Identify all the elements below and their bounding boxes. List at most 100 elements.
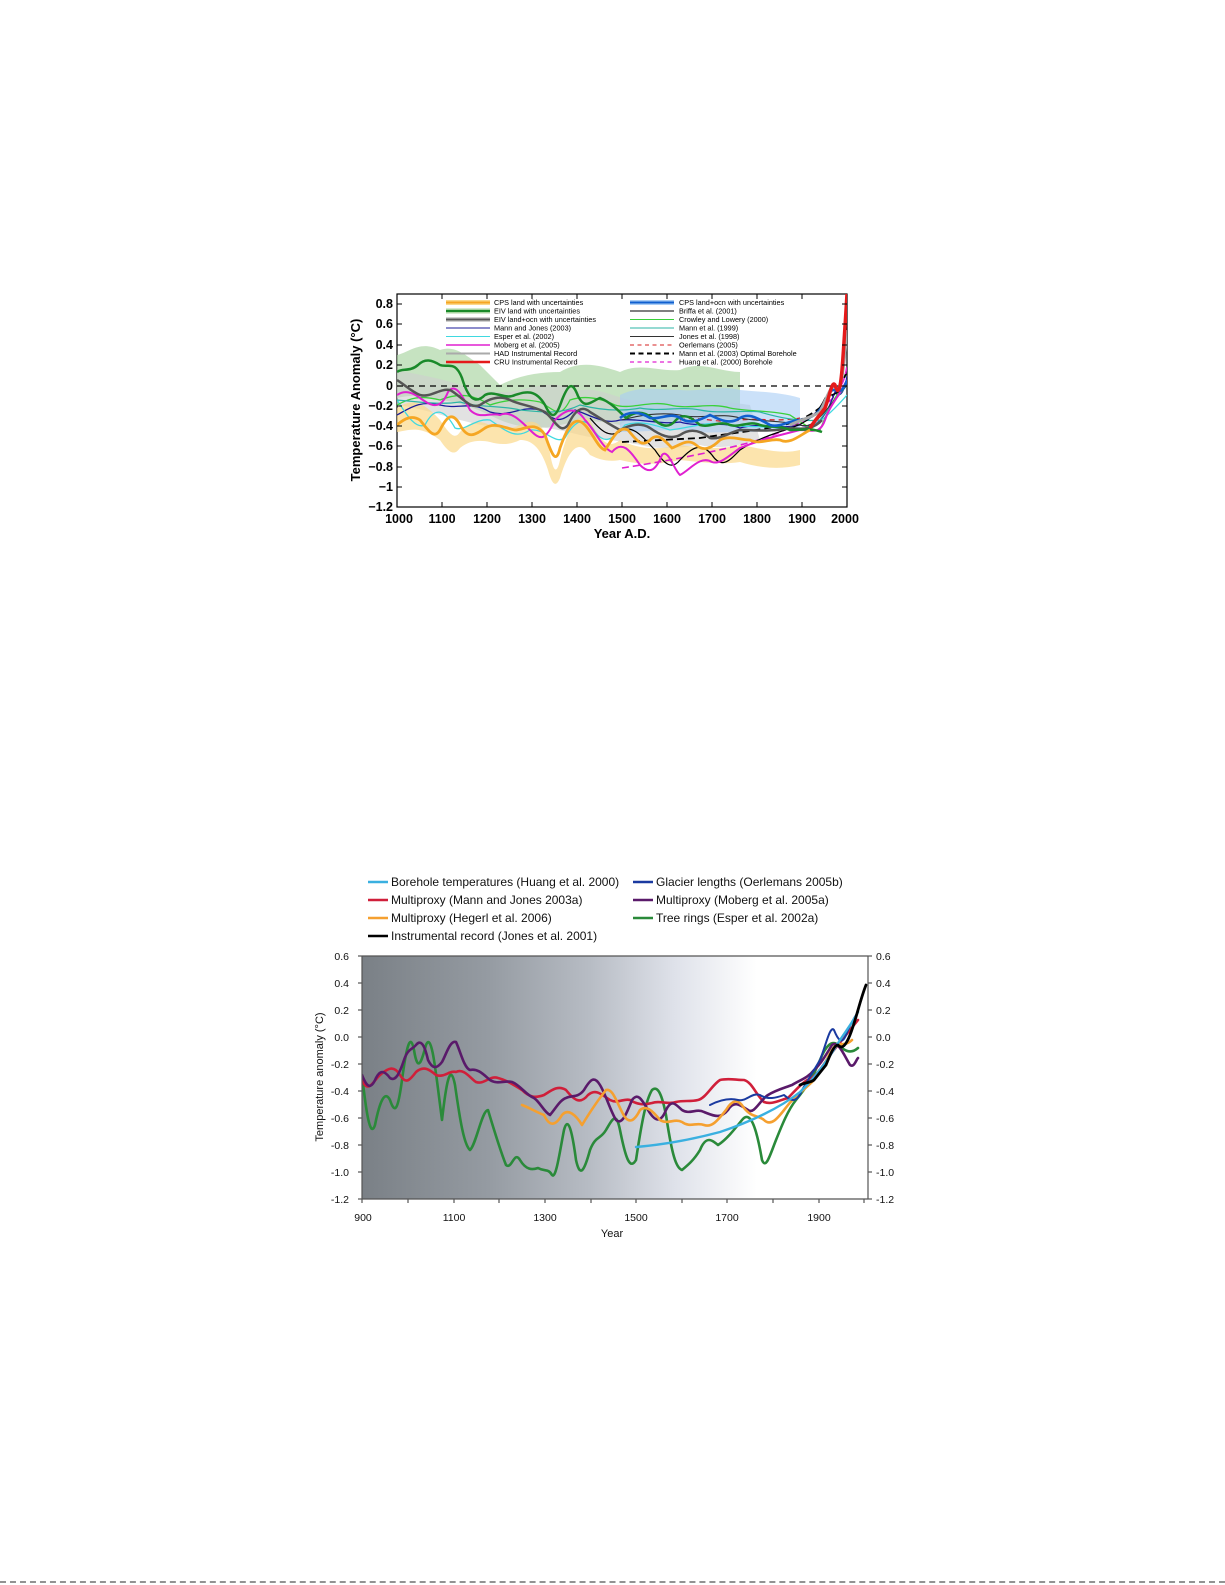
y-tick-label: -1.0 xyxy=(331,1167,349,1179)
line-tree-rings-esper xyxy=(362,1040,860,1177)
chart-1-ticks xyxy=(397,294,847,507)
x-tick-label: 1500 xyxy=(608,512,636,526)
chart-1-y-axis-label: Temperature Anomaly (°C) xyxy=(348,319,363,482)
chart-2-y-axis-right: 0.6 0.4 0.2 0.0 -0.2 -0.4 -0.6 -0.8 -1.0… xyxy=(876,951,894,1206)
x-tick-label: 1300 xyxy=(518,512,546,526)
legend-borehole-huang: Borehole temperatures (Huang et al. 2000… xyxy=(391,875,619,889)
chart-1-series xyxy=(397,294,847,484)
line-cru-instrumental xyxy=(808,294,847,429)
line-multiproxy-moberg xyxy=(362,1040,860,1123)
x-tick-label: 1800 xyxy=(743,512,771,526)
x-tick-label: 1700 xyxy=(698,512,726,526)
y-tick-label: 0.2 xyxy=(334,1005,349,1017)
y-tick-label-right: -1.2 xyxy=(876,1194,894,1206)
line-multiproxy-mann-jones xyxy=(362,1018,860,1106)
legend-briffa-2001: Briffa et al. (2001) xyxy=(679,307,737,316)
legend-oerlemans-2005: Oerlemans (2005) xyxy=(679,341,738,350)
legend-eiv-land: EIV land with uncertainties xyxy=(494,307,580,316)
chart-2-northern-hemisphere-temperature-reconstructions: Borehole temperatures (Huang et al. 2000… xyxy=(314,875,894,1240)
legend-crowley-lowery-2000: Crowley and Lowery (2000) xyxy=(679,315,768,324)
y-tick-label: 0 xyxy=(386,379,393,393)
line-instrumental-jones xyxy=(798,983,868,1087)
legend-glacier-oerlemans: Glacier lengths (Oerlemans 2005b) xyxy=(656,875,843,889)
y-tick-label-right: -0.4 xyxy=(876,1086,894,1098)
chart-2-series xyxy=(362,983,868,1177)
y-tick-label-right: -1.0 xyxy=(876,1167,894,1179)
y-tick-label: 0.6 xyxy=(376,317,393,331)
legend-multiproxy-moberg: Multiproxy (Moberg et al. 2005a) xyxy=(656,893,829,907)
y-tick-label: 0.2 xyxy=(376,358,393,372)
y-tick-label: −0.6 xyxy=(368,439,393,453)
y-tick-label: -0.2 xyxy=(331,1059,349,1071)
y-tick-label: −0.8 xyxy=(368,460,393,474)
y-tick-label: 0.0 xyxy=(334,1032,349,1044)
legend-cps-land: CPS land with uncertainties xyxy=(494,298,584,307)
legend-tree-rings-esper: Tree rings (Esper et al. 2002a) xyxy=(656,911,818,925)
x-tick-label: 900 xyxy=(354,1212,372,1224)
y-tick-label: −1 xyxy=(379,480,393,494)
chart-1-millennial-temperature-reconstructions: Temperature Anomaly (°C) xyxy=(348,293,859,541)
x-tick-label: 1100 xyxy=(443,1212,466,1224)
page-bottom-rule xyxy=(0,1581,1225,1583)
line-borehole-huang xyxy=(634,1010,860,1149)
legend-mann-jones-2003: Mann and Jones (2003) xyxy=(494,324,571,333)
y-tick-label-right: 0.0 xyxy=(876,1032,891,1044)
legend-eiv-land-ocn: EIV land+ocn with uncertainties xyxy=(494,315,596,324)
y-tick-label: −0.2 xyxy=(368,399,393,413)
x-tick-label: 1000 xyxy=(385,512,413,526)
y-tick-label-right: 0.4 xyxy=(876,978,891,990)
legend-mann-2003-borehole: Mann et al. (2003) Optimal Borehole xyxy=(679,349,797,358)
band-cps-land-ocn xyxy=(620,388,800,433)
y-tick-label: -0.8 xyxy=(331,1140,349,1152)
y-tick-label: -1.2 xyxy=(331,1194,349,1206)
y-tick-label: 0.8 xyxy=(376,297,393,311)
legend-cps-land-ocn: CPS land+ocn with uncertainties xyxy=(679,298,785,307)
line-eiv-land-ocn xyxy=(397,378,823,440)
chart-1-x-axis: 1000 1100 1200 1300 1400 1500 1600 1700 … xyxy=(385,512,859,526)
chart-2-x-axis: 900 1100 1300 1500 1700 1900 xyxy=(354,1212,831,1224)
x-tick-label: 1300 xyxy=(533,1212,557,1224)
x-tick-label: 1700 xyxy=(715,1212,739,1224)
legend-esper-2002: Esper et al. (2002) xyxy=(494,332,554,341)
y-tick-label: −0.4 xyxy=(368,419,393,433)
y-tick-label: −1.2 xyxy=(368,500,393,514)
x-tick-label: 1900 xyxy=(807,1212,831,1224)
chart-1-x-axis-label: Year A.D. xyxy=(594,526,651,541)
x-tick-label: 1600 xyxy=(653,512,681,526)
x-tick-label: 1200 xyxy=(473,512,501,526)
legend-instrumental-jones: Instrumental record (Jones et al. 2001) xyxy=(391,929,597,943)
line-eiv-land xyxy=(397,359,823,434)
y-tick-label: 0.6 xyxy=(334,951,349,963)
y-tick-label: 0.4 xyxy=(376,338,393,352)
legend-multiproxy-hegerl: Multiproxy (Hegerl et al. 2006) xyxy=(391,911,552,925)
legend-huang-2000-borehole: Huang et al. (2000) Borehole xyxy=(679,358,773,367)
chart-2-y-axis-left: 0.6 0.4 0.2 0.0 -0.2 -0.4 -0.6 -0.8 -1.0… xyxy=(331,951,349,1206)
legend-jones-1998: Jones et al. (1998) xyxy=(679,332,739,341)
line-multiproxy-hegerl xyxy=(520,1038,854,1127)
x-tick-label: 1400 xyxy=(563,512,591,526)
y-tick-label-right: 0.6 xyxy=(876,951,891,963)
line-oerlemans-2005 xyxy=(679,417,801,423)
y-tick-label: 0.4 xyxy=(334,978,349,990)
chart-2-axes xyxy=(358,955,872,1203)
legend-had-instrumental: HAD Instrumental Record xyxy=(494,349,577,358)
chart-2-y-axis-label: Temperature anomaly (°C) xyxy=(314,1012,326,1141)
y-tick-label-right: -0.8 xyxy=(876,1140,894,1152)
legend-cru-instrumental: CRU Instrumental Record xyxy=(494,358,578,367)
legend-moberg-2005: Moberg et al. (2005) xyxy=(494,341,560,350)
x-tick-label: 1100 xyxy=(428,512,455,526)
line-cps-land xyxy=(397,415,811,459)
x-tick-label: 1900 xyxy=(788,512,816,526)
y-tick-label: -0.4 xyxy=(331,1086,349,1098)
chart-2-x-axis-label: Year xyxy=(601,1228,624,1240)
legend-multiproxy-mann-jones: Multiproxy (Mann and Jones 2003a) xyxy=(391,893,582,907)
y-tick-label-right: 0.2 xyxy=(876,1005,891,1017)
legend-mann-1999: Mann et al. (1999) xyxy=(679,324,738,333)
chart-1-legend: CPS land with uncertainties EIV land wit… xyxy=(446,298,797,367)
y-tick-label: -0.6 xyxy=(331,1113,349,1125)
chart-1-y-axis: 0.8 0.6 0.4 0.2 0 −0.2 −0.4 −0.6 −0.8 −1… xyxy=(368,297,393,514)
x-tick-label: 2000 xyxy=(831,512,859,526)
chart-2-legend: Borehole temperatures (Huang et al. 2000… xyxy=(368,875,843,943)
y-tick-label-right: -0.6 xyxy=(876,1113,894,1125)
x-tick-label: 1500 xyxy=(624,1212,648,1224)
